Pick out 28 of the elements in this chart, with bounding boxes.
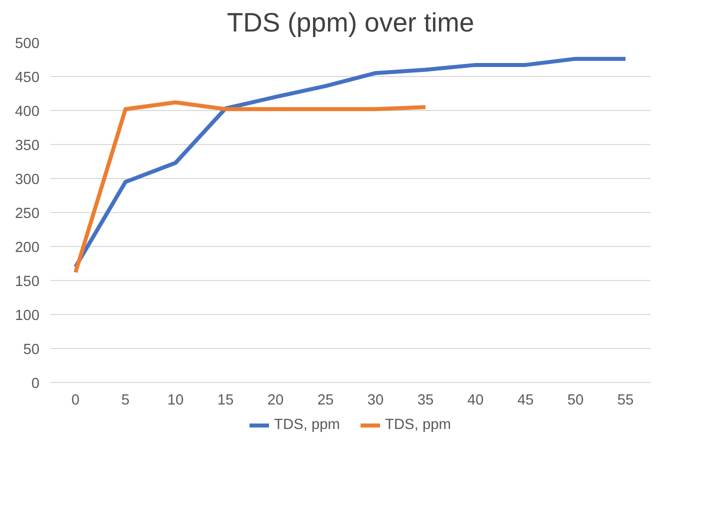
y-tick-label: 50	[23, 342, 40, 358]
x-tick-label: 50	[567, 392, 584, 408]
y-tick-label: 450	[15, 70, 40, 86]
x-tick-label: 25	[317, 392, 334, 408]
x-tick-label: 45	[517, 392, 534, 408]
y-tick-label: 250	[15, 206, 40, 222]
line-series	[74, 56, 628, 269]
line-series	[74, 100, 428, 274]
x-tick-label: 15	[217, 392, 234, 408]
y-tick-label: 200	[15, 240, 40, 256]
legend-label: TDS, ppm	[274, 417, 340, 433]
y-tick-label: 100	[15, 308, 40, 324]
x-tick-label: 5	[121, 392, 130, 408]
x-tick-label: 20	[267, 392, 284, 408]
y-tick-label: 400	[15, 104, 40, 120]
legend-label: TDS, ppm	[385, 417, 451, 433]
y-tick-label: 150	[15, 274, 40, 290]
y-tick-label: 300	[15, 172, 40, 188]
x-tick-label: 0	[71, 392, 80, 408]
x-tick-label: 35	[417, 392, 434, 408]
x-tick-label: 40	[467, 392, 484, 408]
x-tick-label: 30	[367, 392, 384, 408]
y-tick-label: 350	[15, 138, 40, 154]
y-tick-label: 500	[15, 36, 40, 52]
x-tick-label: 10	[167, 392, 184, 408]
chart-title: TDS (ppm) over time	[226, 8, 474, 38]
y-tick-label: 0	[31, 376, 40, 392]
x-tick-label: 55	[617, 392, 634, 408]
